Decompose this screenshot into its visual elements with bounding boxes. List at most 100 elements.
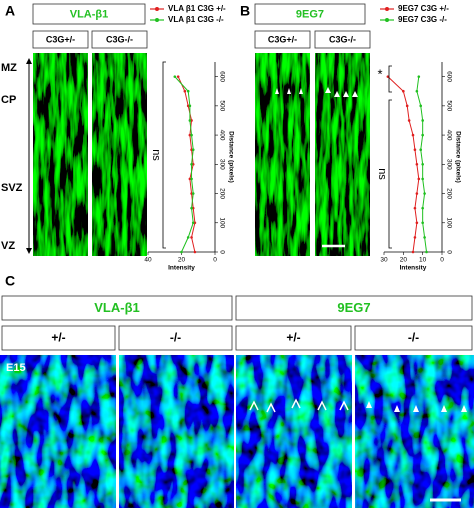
y-tick-label: 0 [440,257,444,264]
data-point [417,75,421,78]
data-point [421,133,424,137]
zone-label: SVZ [1,182,23,194]
column-label: C3G-/- [106,34,133,44]
x-tick-label: 200 [218,188,225,199]
data-point [183,89,187,93]
column-box [314,30,371,49]
data-point [413,206,417,210]
arrows [249,398,349,413]
arrowheads [366,401,467,412]
zone-label: CP [1,94,16,106]
y-axis-label: Intensity [168,265,195,272]
data-point [415,163,419,166]
data-point [419,148,423,151]
data-point [190,133,193,137]
data-point [186,236,190,239]
legend-label: 9EG7 C3G +/- [398,4,449,13]
micrograph [236,355,352,508]
data-point [411,133,415,137]
micrograph [33,53,88,256]
y-tick-label: 30 [380,257,388,264]
data-point [407,119,411,122]
data-point [190,177,193,181]
data-point [421,163,424,166]
y-tick-label: 10 [419,257,427,264]
x-tick-label: 300 [445,159,452,170]
legend-label: VLA β1 C3G -/- [168,15,224,24]
column-box [32,30,89,49]
y-tick-label: 40 [144,257,152,264]
micrograph [355,355,474,508]
arrowheads [325,87,358,97]
arrows [275,88,303,94]
data-point [193,250,197,254]
x-axis-label: Distance (pixels) [227,131,234,183]
data-point [386,75,390,78]
column-label: +/- [286,331,300,345]
plot-area [384,62,442,252]
column-label: +/- [51,331,65,345]
column-box [118,325,233,351]
micrograph [92,53,147,256]
column-box [354,325,473,351]
legend-label: 9EG7 C3G -/- [398,15,447,24]
x-tick-label: 500 [445,100,452,111]
panel-label: B [240,3,250,19]
data-point [191,192,195,195]
data-point [413,148,417,151]
panel-header: VLA-β1 [70,8,109,20]
plot-area [148,62,215,252]
zone-label: VZ [1,240,15,252]
legend-marker [155,7,159,11]
micrograph [315,53,370,256]
panel-header: VLA-β1 [94,300,140,315]
annotation: ns [376,168,388,180]
y-tick-label: 20 [178,257,186,264]
x-tick-label: 600 [218,71,225,82]
column-label: C3G+/- [268,34,297,44]
micrograph [255,53,310,256]
column-box [235,325,352,351]
legend-label: VLA β1 C3G +/- [168,4,226,13]
data-point [421,119,424,122]
x-tick-label: 0 [445,250,452,254]
data-point [421,221,424,225]
header-box [1,295,233,321]
annotation: ns [150,149,162,161]
header-box [254,3,366,25]
data-point [190,236,193,239]
column-box [254,30,311,49]
x-tick-label: 400 [445,130,452,141]
panel-label: A [5,3,15,19]
data-point [415,192,419,195]
micrograph [119,355,234,508]
data-point [190,163,193,166]
panel-header: 9EG7 [296,8,324,20]
data-point [173,75,177,78]
data-point [402,89,405,93]
x-tick-label: 100 [218,217,225,228]
data-point [421,177,424,181]
legend-marker [385,7,389,11]
column-label: C3G+/- [46,34,75,44]
data-point [188,104,192,108]
data-point [191,221,195,225]
column-box [91,30,148,49]
header-box [235,295,473,321]
y-tick-label: 0 [213,257,217,264]
x-tick-label: 400 [218,130,225,141]
data-point [419,104,423,108]
column-label: -/- [170,331,181,345]
bracket [162,61,166,249]
panel-label: C [5,273,15,289]
significance: * [377,66,382,81]
data-point [176,75,180,78]
x-tick-label: 500 [218,100,225,111]
x-tick-label: 300 [218,159,225,170]
data-point [190,206,193,210]
data-point [415,221,419,225]
data-point [423,192,426,195]
x-tick-label: 200 [445,188,452,199]
data-point [186,89,190,93]
